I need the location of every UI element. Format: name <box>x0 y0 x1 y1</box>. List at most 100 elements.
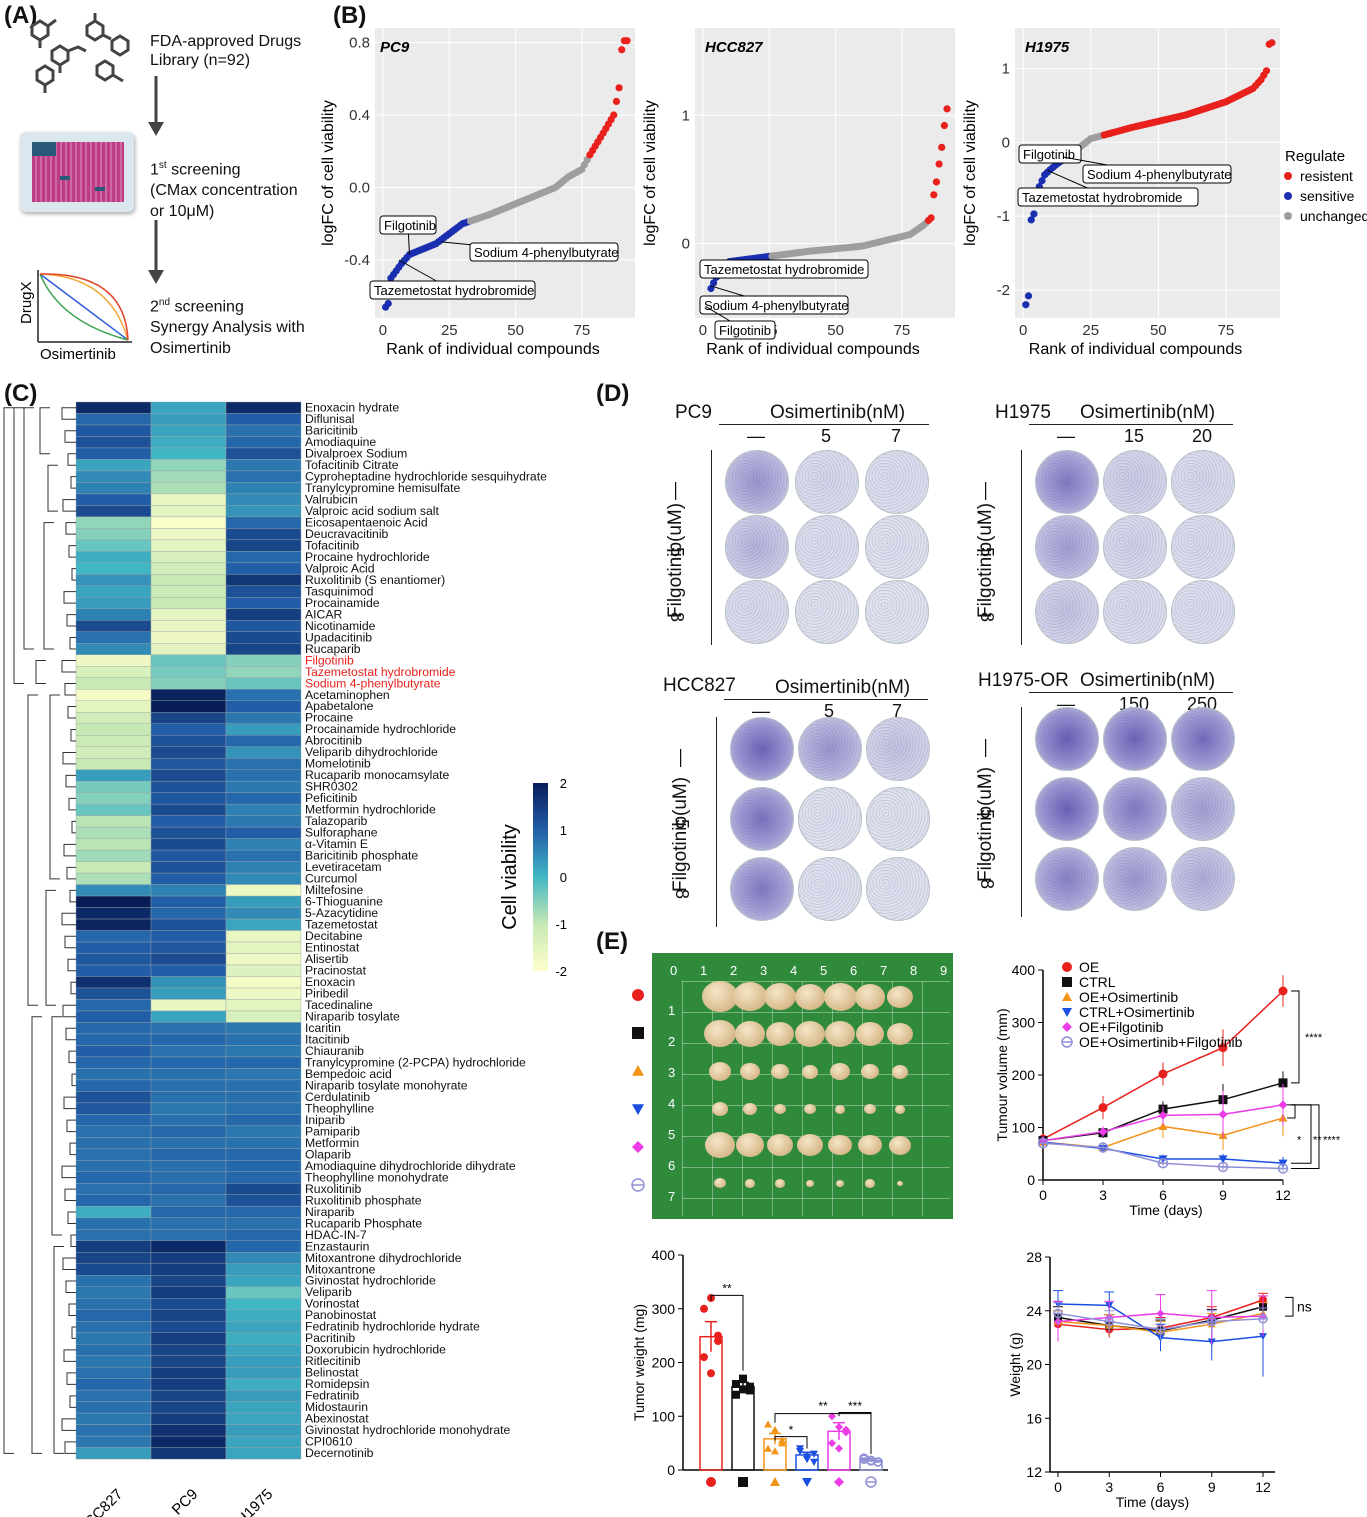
tumor <box>705 1132 735 1158</box>
heatmap-row-label: Apabetalone <box>305 699 374 713</box>
colony-plate <box>865 450 929 514</box>
heatmap-cell <box>75 700 152 713</box>
side-rule <box>1021 707 1022 917</box>
heatmap-cell <box>225 964 302 977</box>
group-marker <box>1062 1008 1072 1017</box>
ruler-column-number: 4 <box>790 963 798 978</box>
heatmap-cell <box>75 1298 152 1310</box>
heatmap-row-label: Decitabine <box>305 929 363 943</box>
group-marker <box>835 1444 843 1453</box>
heatmap-cell <box>150 424 227 437</box>
heatmap-cell <box>150 1332 227 1345</box>
annotation-label: Sodium 4-phenylbutyrate <box>474 245 619 260</box>
dendrogram-branch <box>65 1280 76 1293</box>
group-marker <box>700 1304 708 1313</box>
heatmap-cell <box>75 1033 152 1046</box>
group-marker <box>802 1478 812 1487</box>
heatmap-cell <box>150 918 227 931</box>
heatmap-row-label: Procaine hydrochloride <box>305 550 430 564</box>
heatmap-row-label: HDAC-IN-7 <box>305 1228 367 1242</box>
heatmap-row-label: Theophylline monohydrate <box>305 1170 449 1184</box>
dendrogram-branch <box>62 1004 76 1018</box>
heatmap-cell <box>225 815 302 828</box>
data-point <box>938 143 946 151</box>
heatmap-cell <box>75 689 152 701</box>
heatmap-cell <box>150 1137 227 1150</box>
heatmap-cell <box>75 838 152 851</box>
heatmap-cell <box>75 562 152 575</box>
heatmap-cell <box>225 482 302 495</box>
colony-plate <box>795 515 859 579</box>
colony-plate <box>1103 515 1167 579</box>
group-marker <box>632 1104 644 1115</box>
heatmap-row-label: Levetiracetam <box>305 860 382 874</box>
heatmap-row-label: Iniparib <box>305 1113 345 1127</box>
heatmap-cell <box>75 1424 152 1437</box>
heatmap-cell <box>150 712 227 724</box>
dendrogram-branch <box>31 1016 42 1454</box>
heatmap-cell <box>75 1194 152 1207</box>
heatmap-cell <box>150 597 227 610</box>
heatmap-cell <box>75 895 152 908</box>
sig-label: * <box>789 1423 794 1437</box>
heatmap-row-label: Romidepsin <box>305 1377 369 1391</box>
heatmap-row-label: Amodiaquine <box>305 435 376 449</box>
filgotinib-dose-label: 8 <box>977 612 997 623</box>
heatmap-row-label: Metformin hydrochloride <box>305 803 436 817</box>
dendrogram-branch <box>70 981 76 995</box>
heatmap-cell <box>150 620 227 632</box>
panel-label-c: (C) <box>4 380 38 407</box>
heatmap-cell <box>225 1056 302 1069</box>
heatmap-row-label: Piribedil <box>305 986 348 1000</box>
heatmap-cell <box>150 780 227 793</box>
heatmap-cell <box>75 953 152 966</box>
heatmap-cell <box>225 620 302 632</box>
annotation-box <box>379 215 437 235</box>
heatmap-cell <box>75 861 152 874</box>
x-tick-label: 3 <box>1099 1187 1107 1203</box>
heatmap-cell <box>150 803 227 816</box>
dendrogram-branch <box>66 1372 76 1385</box>
heatmap-cell <box>75 884 152 897</box>
tumor <box>714 1178 726 1189</box>
data-point <box>1022 301 1030 309</box>
heatmap-cell <box>225 643 302 655</box>
x-tick-label: 0 <box>379 322 387 339</box>
heatmap-cell <box>225 1252 302 1264</box>
heatmap-cell <box>75 987 152 1000</box>
heatmap-cell <box>225 1102 302 1115</box>
legend-label: OE <box>1079 959 1099 975</box>
heatmap-row-label: Rucaparib <box>305 642 361 656</box>
dendrogram-branch <box>71 1326 76 1339</box>
plot-title: H1975 <box>1025 39 1070 56</box>
heatmap-cell <box>225 735 302 747</box>
data-point <box>1027 216 1035 224</box>
heatmap-cell <box>150 1298 227 1310</box>
x-tick-label: 6 <box>1159 1187 1167 1203</box>
group-marker <box>1278 1078 1288 1088</box>
heatmap-cell <box>75 401 152 414</box>
heatmap-cell <box>75 516 152 529</box>
heatmap-cell <box>150 401 227 414</box>
data-point <box>932 178 941 186</box>
panel-b-scatter-plots: 0 25 50 75 -0.4 0.0 0.4 0.8 PC9 Rank of individua… <box>320 28 1367 358</box>
heatmap-cell <box>150 1217 227 1230</box>
heatmap-cell <box>75 1217 152 1230</box>
legend-label: OE+Osimertinib+Filgotinib <box>1079 1034 1243 1050</box>
group-marker <box>828 1439 836 1448</box>
heatmap-cell <box>75 757 152 770</box>
osimertinib-header: Osimertinib(nM) <box>770 402 906 423</box>
heatmap-cell <box>225 505 302 518</box>
heatmap-cell <box>225 631 302 644</box>
tumor <box>804 1104 816 1115</box>
group-marker <box>1218 1155 1228 1164</box>
group-marker <box>764 1420 772 1428</box>
heatmap-row-label: Entinostat <box>305 941 360 955</box>
y-tick-label: 0.0 <box>349 180 370 197</box>
group-marker <box>732 1380 740 1388</box>
heatmap-cell <box>150 1424 227 1437</box>
filgotinib-dose-label: 5 <box>977 809 997 820</box>
dendrogram-branch <box>71 568 76 581</box>
heatmap-cell <box>75 1068 152 1081</box>
heatmap-cell <box>75 666 152 678</box>
